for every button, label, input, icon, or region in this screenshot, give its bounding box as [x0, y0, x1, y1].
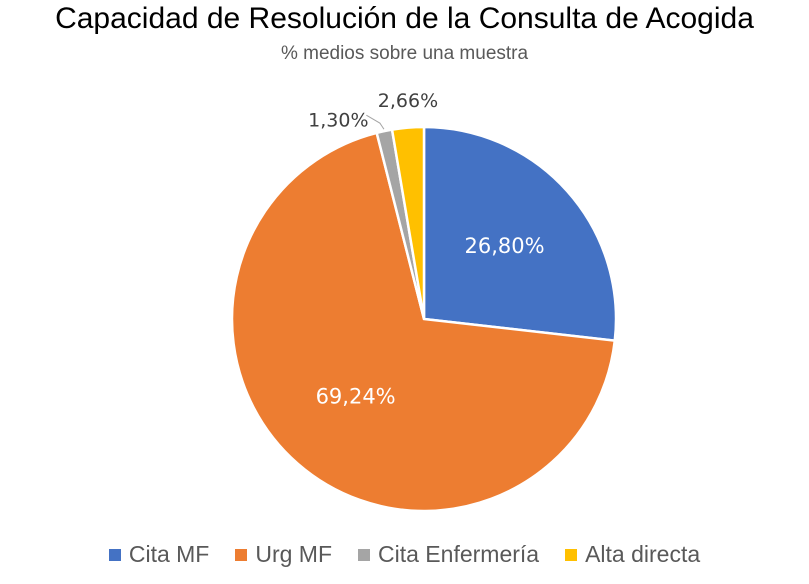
pie-slice-cita-mf: [422, 125, 618, 343]
legend-item-alta-directa: Alta directa: [565, 541, 700, 568]
leader-line-cita-enfermeria: [366, 114, 385, 130]
pie-slice-alta-directa: [390, 125, 426, 320]
legend-item-cita-enfermeria: Cita Enfermería: [358, 541, 539, 568]
legend-swatch-cita-mf: [108, 548, 121, 561]
legend-swatch-urg-mf: [235, 548, 248, 561]
legend-label-cita-mf: Cita MF: [128, 541, 210, 567]
legend-label-urg-mf: Urg MF: [255, 541, 333, 567]
data-label-cita-mf: 26,80%: [465, 234, 545, 258]
chart-legend: Cita MF Urg MF Cita Enfermería Alta dire…: [0, 541, 809, 568]
pie-slice-urg-mf: [230, 131, 617, 513]
data-label-alta-directa: 2,66%: [378, 90, 438, 112]
legend-swatch-cita-enfermeria: [358, 548, 371, 561]
chart-title: Capacidad de Resolución de la Consulta d…: [55, 2, 754, 35]
data-label-urg-mf: 69,24%: [316, 384, 396, 408]
data-label-cita-enfermeria: 1,30%: [308, 110, 368, 132]
chart-subtitle: % medios sobre una muestra: [280, 43, 529, 64]
legend-label-cita-enfermeria: Cita Enfermería: [378, 541, 540, 567]
legend-label-alta-directa: Alta directa: [585, 541, 701, 567]
legend-item-urg-mf: Urg MF: [235, 541, 332, 568]
legend-swatch-alta-directa: [565, 548, 578, 561]
legend-item-cita-mf: Cita MF: [108, 541, 210, 568]
